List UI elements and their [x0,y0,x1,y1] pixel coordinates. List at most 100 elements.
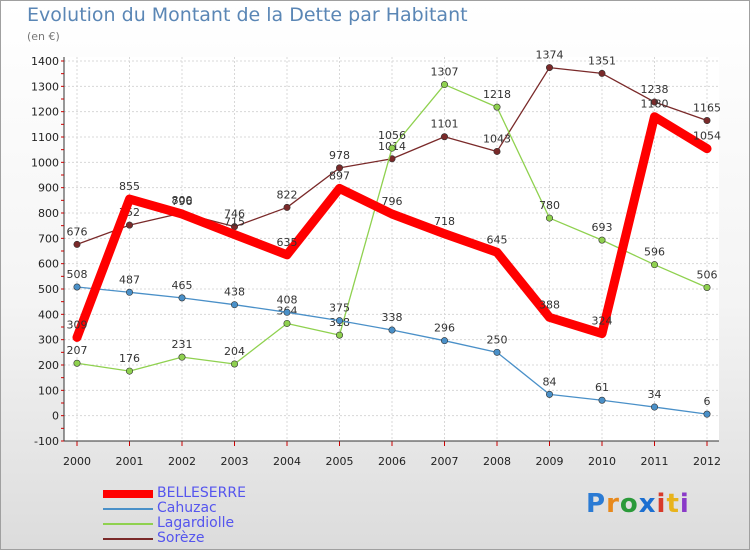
data-label: 822 [277,188,298,201]
data-point [650,403,658,411]
data-label: 1054 [693,130,721,143]
logo-letter: P [586,489,607,519]
x-tick-label: 2002 [168,455,196,468]
data-label: 718 [434,215,455,228]
data-label: 375 [329,302,350,315]
data-label: 338 [382,311,403,324]
data-label: 309 [67,318,88,331]
data-label: 1238 [641,83,669,96]
legend-label: BELLESERRE [157,485,246,501]
y-tick-label: 700 [38,232,59,245]
x-tick-label: 2005 [326,455,354,468]
data-label: 1101 [431,118,459,131]
data-label: 487 [119,273,140,286]
data-point [283,203,291,211]
data-point [388,144,396,152]
logo-letter: x [638,489,657,519]
data-label: 231 [172,338,193,351]
y-tick-label: 0 [52,410,59,423]
series-line-belleserre [72,112,712,342]
legend-swatch [103,538,153,540]
x-tick-label: 2009 [536,455,564,468]
chart-title: Evolution du Montant de la Dette par Hab… [27,4,468,26]
data-point [178,294,186,302]
data-point [388,326,396,334]
x-tick-label: 2007 [431,455,459,468]
x-tick-label: 2010 [588,455,616,468]
x-tick-label: 2012 [693,455,721,468]
data-point [703,410,711,418]
data-label: 780 [539,199,560,212]
legend-label: Sorèze [157,530,205,546]
data-label: 746 [224,208,245,221]
y-tick-label: -100 [34,435,59,448]
data-point [545,64,553,72]
data-label: 6 [704,395,711,408]
data-label: 508 [67,268,88,281]
data-label: 324 [592,315,613,328]
data-label: 676 [67,225,88,238]
x-tick-label: 2000 [63,455,91,468]
data-point [598,396,606,404]
logo-letter: i [679,489,690,519]
data-point [493,103,501,111]
y-tick-label: 1000 [31,156,59,169]
x-tick-label: 2008 [483,455,511,468]
data-label: 855 [119,180,140,193]
logo-letter: i [656,489,667,519]
data-point [126,288,134,296]
y-axis-unit-label: (en €) [27,30,60,43]
data-point [440,133,448,141]
data-point [283,308,291,316]
data-label: 596 [644,246,665,259]
data-point [178,353,186,361]
data-point [598,69,606,77]
legend-swatch [103,490,153,498]
data-point [545,390,553,398]
data-point [126,367,134,375]
data-label: 207 [67,344,88,357]
data-label: 1351 [588,54,616,67]
data-label: 34 [648,388,662,401]
proxiti-logo: Proxiti [586,489,690,519]
data-point [598,236,606,244]
y-tick-label: 200 [38,359,59,372]
logo-letter: r [606,489,620,519]
legend-swatch [103,508,153,510]
data-label: 1307 [431,66,459,79]
data-point [283,319,291,327]
y-tick-label: 1300 [31,80,59,93]
legend-swatch [103,523,153,525]
data-label: 1180 [641,98,669,111]
data-point [440,81,448,89]
data-label: 796 [382,195,403,208]
data-point [231,360,239,368]
legend-label: Cahuzac [157,500,217,516]
data-point [231,301,239,309]
data-label: 1374 [536,49,564,62]
x-tick-label: 2004 [273,455,301,468]
data-point [73,359,81,367]
data-label: 465 [172,279,193,292]
y-tick-label: 1100 [31,131,59,144]
data-label: 1043 [483,132,511,145]
data-label: 796 [172,195,193,208]
data-label: 1056 [378,129,406,142]
data-point [650,261,658,269]
data-point [335,317,343,325]
data-label: 388 [539,298,560,311]
data-point [545,214,553,222]
data-label: 1165 [693,102,721,115]
x-tick-label: 2001 [116,455,144,468]
data-label: 176 [119,352,140,365]
data-label: 204 [224,345,245,358]
x-tick-label: 2003 [221,455,249,468]
data-label: 506 [697,268,718,281]
x-tick-label: 2011 [641,455,669,468]
data-label: 645 [487,233,508,246]
data-point [440,337,448,345]
data-point [73,240,81,248]
logo-letter: t [666,489,680,519]
data-label: 250 [487,333,508,346]
